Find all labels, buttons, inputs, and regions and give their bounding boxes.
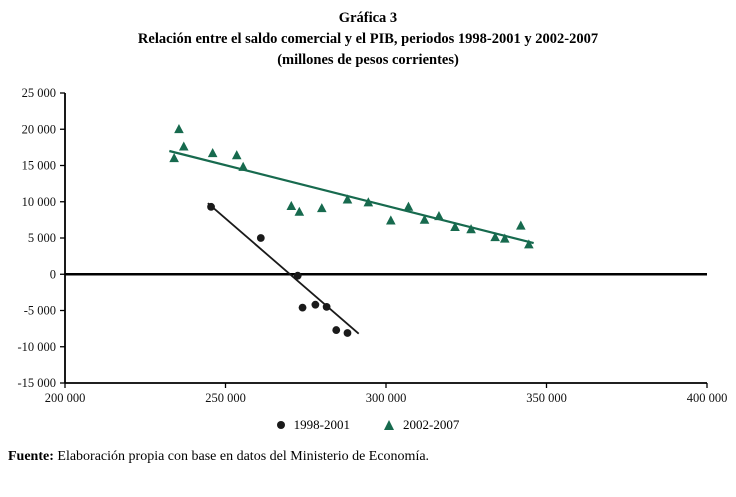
svg-text:15 000: 15 000 bbox=[22, 159, 56, 173]
chart-units-subtitle: (millones de pesos corrientes) bbox=[277, 52, 459, 68]
legend-label-2002-2007: 2002-2007 bbox=[403, 417, 460, 432]
chart-main-title: Relación entre el saldo comercial y el P… bbox=[137, 31, 599, 47]
svg-text:5 000: 5 000 bbox=[28, 231, 56, 245]
svg-text:-15 000: -15 000 bbox=[17, 376, 56, 390]
chart-title-block: Gráfica 3 Relación entre el saldo comerc… bbox=[0, 0, 736, 71]
chart-number-title: Gráfica 3 bbox=[338, 10, 398, 26]
svg-text:-10 000: -10 000 bbox=[17, 340, 56, 354]
source-text: Elaboración propia con base en datos del… bbox=[53, 449, 430, 464]
legend-item-1998-2001: 1998-2001 bbox=[276, 417, 350, 433]
scatter-plot: 25 000 20 000 15 000 10 000 5 000 0 -5 000 -10 … bbox=[17, 86, 728, 405]
source-label: Fuente: bbox=[8, 449, 54, 464]
circle-marker-icon bbox=[276, 421, 285, 429]
legend-item-2002-2007: 2002-2007 bbox=[384, 417, 459, 433]
svg-text:20 000: 20 000 bbox=[22, 122, 56, 136]
legend-label-1998-2001: 1998-2001 bbox=[293, 417, 350, 432]
triangle-marker-icon bbox=[384, 420, 394, 430]
svg-text:400 000: 400 000 bbox=[687, 391, 728, 405]
svg-text:0: 0 bbox=[50, 267, 56, 281]
chart-legend: 1998-2001 2002-2007 bbox=[0, 417, 736, 433]
svg-text:25 000: 25 000 bbox=[22, 86, 56, 100]
svg-text:250 000: 250 000 bbox=[205, 391, 246, 405]
source-note: Fuente: Elaboración propia con base en d… bbox=[8, 449, 736, 465]
svg-text:350 000: 350 000 bbox=[526, 391, 567, 405]
svg-text:200 000: 200 000 bbox=[45, 391, 86, 405]
svg-text:300 000: 300 000 bbox=[366, 391, 407, 405]
svg-text:-5 000: -5 000 bbox=[24, 304, 56, 318]
svg-text:10 000: 10 000 bbox=[22, 195, 56, 209]
